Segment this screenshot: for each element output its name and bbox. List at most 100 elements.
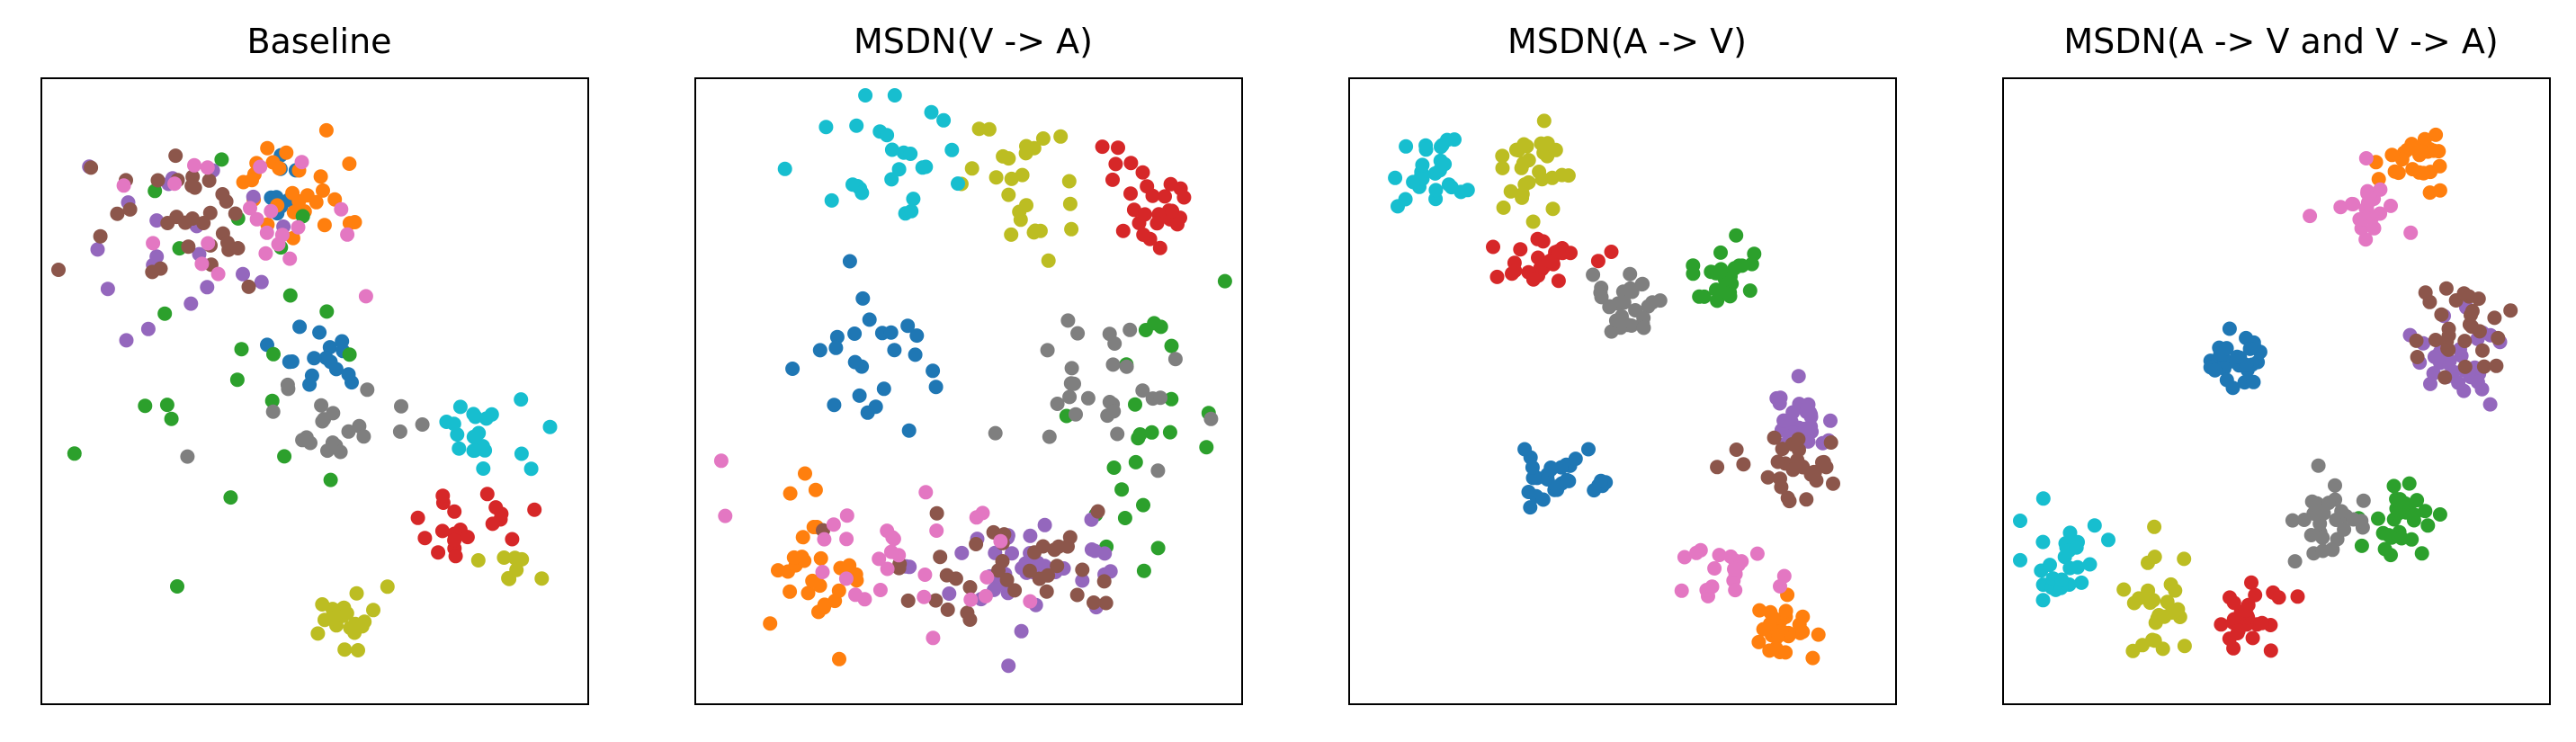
scatter-point-orange [1805,650,1820,666]
scatter-point-blue [900,318,916,334]
scatter-point-gray [2328,478,2342,493]
scatter-point-cyan [1428,183,1444,198]
scatter-point-red [2238,603,2253,618]
scatter-point-pink [2364,210,2379,226]
scatter-point-cyan [903,147,918,161]
scatter-point-gray [1050,397,1065,411]
scatter-point-pink [917,568,933,582]
scatter-point-gray [392,424,407,439]
scatter-point-olive [1516,156,1531,171]
scatter-point-cyan [466,429,481,444]
scatter-point-brown [228,206,243,221]
scatter-point-red [1108,156,1123,172]
scatter-point-orange [1795,624,1811,639]
scatter-point-gray [1623,266,1638,282]
scatter-point-gray [1105,357,1121,372]
scatter-point-brown [1785,462,1801,478]
scatter-point-red [527,502,542,517]
scatter-point-orange [309,194,324,210]
scatter-point-red [410,510,425,525]
scatter-point-blue [1549,479,1564,495]
scatter-point-green [2418,504,2433,519]
scatter-point-olive [2147,633,2162,648]
scatter-point-pink [210,266,226,282]
scatter-point-brown [1760,469,1775,485]
scatter-point-brown [1007,583,1023,598]
scatter-point-brown [2464,308,2478,323]
scatter-point-blue [2207,362,2223,378]
scatter-point-cyan [2054,572,2070,587]
scatter-point-blue [909,328,925,344]
scatter-point-gray [1042,429,1057,444]
scatter-point-red [1140,179,1155,194]
scatter-point-brown [2489,358,2504,373]
scatter-point-pink [975,505,990,521]
scatter-point-green [2391,506,2406,522]
scatter-point-green [319,304,335,319]
scatter-point-blue [785,362,801,376]
scatter-point-purple [100,282,115,297]
scatter-point-gray [1069,407,1083,422]
scatter-point-brown [1051,539,1066,554]
scatter-point-purple [149,213,165,228]
scatter-point-brown [2457,334,2473,349]
scatter-point-cyan [2062,560,2078,576]
scatter-point-gray [314,398,329,413]
scatter-plot [51,122,558,657]
scatter-point-red [2222,631,2237,647]
scatter-point-olive [351,643,365,657]
scatter-point-pink [918,485,934,500]
scatter-point-purple [140,321,156,336]
scatter-point-pink [291,219,306,235]
scatter-point-brown [160,216,175,230]
scatter-point-purple [1823,413,1838,428]
scatter-point-red [485,516,500,532]
scatter-point-cyan [1406,174,1421,190]
plot-area [2002,77,2551,705]
scatter-point-green [1136,497,1150,513]
scatter-point-brown [2428,333,2443,347]
scatter-point-brown [1775,442,1790,457]
scatter-point-gray [1070,326,1086,341]
scatter-point-gray [2306,506,2321,521]
scatter-point-cyan [2069,540,2084,555]
scatter-point-green [1742,283,1758,299]
panel-msdn-a-to-v: MSDN(A -> V) [1348,0,1906,742]
scatter-point-brown [900,593,916,608]
scatter-point-olive [514,551,530,567]
scatter-point-brown [940,602,955,617]
scatter-point-gray [2354,514,2369,529]
scatter-point-green [2432,507,2447,522]
scatter-point-gray [1167,352,1183,367]
scatter-point-brown [150,173,165,188]
scatter-point-pink [963,592,979,607]
scatter-point-red [1123,156,1139,171]
scatter-point-olive [470,553,486,568]
scatter-point-blue [1568,451,1583,467]
scatter-point-pink [815,565,830,579]
scatter-point-gray [2315,530,2330,545]
chart-title: Baseline [246,22,392,61]
scatter-point-gray [265,404,281,419]
scatter-point-orange [2387,164,2402,179]
scatter-point-brown [2487,310,2502,326]
scatter-point-brown [201,173,217,188]
scatter-point-blue [842,254,857,269]
scatter-point-olive [988,170,1004,185]
scatter-point-olive [1001,187,1016,202]
scatter-point-cyan [466,443,481,459]
scatter-plot [713,88,1232,674]
scatter-point-green [2386,478,2402,494]
scatter-point-red [447,532,462,548]
scatter-point-pink [826,517,841,532]
scatter-point-gray [2321,496,2336,511]
scatter-point-red [1507,264,1523,278]
scatter-point-blue [908,347,923,362]
scatter-point-gray [1203,411,1219,426]
scatter-point-pink [258,246,273,261]
scatter-point-orange [318,122,334,138]
scatter-point-blue [2219,341,2234,356]
scatter-point-green [159,398,174,413]
scatter-point-pink [2352,211,2367,227]
scatter-point-pink [294,155,309,170]
